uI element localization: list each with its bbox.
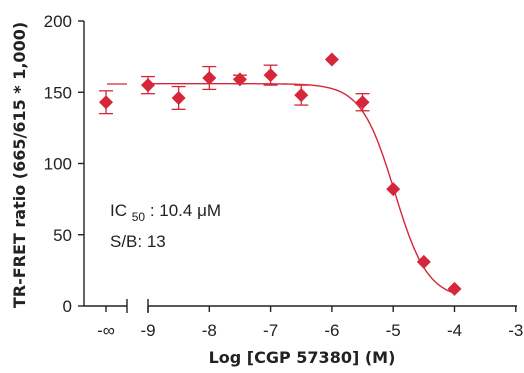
x-tick-label: -5 — [386, 321, 401, 340]
diamond-marker — [232, 72, 247, 87]
diamond-marker — [324, 52, 339, 67]
data-point — [416, 254, 431, 269]
fit-curve-layer — [148, 83, 454, 294]
y-ticks: 0 50 100 150 200 — [44, 12, 84, 316]
ic50-annotation: IC 50 : 10.4 μM — [110, 201, 221, 225]
x-tick-label: -∞ — [97, 321, 115, 340]
x-tick-label: -4 — [447, 321, 462, 340]
data-point — [386, 182, 401, 197]
data-point — [447, 281, 462, 296]
diamond-marker — [202, 71, 217, 85]
x-tick-label: -6 — [324, 321, 339, 340]
data-point — [99, 90, 113, 115]
y-tick-label: 200 — [44, 12, 72, 31]
x-tick-label: -3 — [508, 321, 523, 340]
data-point — [232, 72, 247, 87]
data-point — [202, 65, 217, 91]
y-tick-label: 50 — [53, 226, 72, 245]
y-tick-label: 0 — [63, 297, 72, 316]
points-layer — [99, 52, 462, 296]
x-ticks: -∞ -9 -8 -7 -6 -5 -4 -3 — [97, 306, 523, 340]
y-axis-title: TR-FRET ratio (665/615 * 1,000) — [10, 22, 29, 308]
axes — [83, 21, 517, 313]
ic50-value: : 10.4 μM — [150, 201, 221, 220]
ic50-prefix: IC — [110, 201, 127, 220]
y-tick-label: 150 — [44, 83, 72, 102]
diamond-marker — [355, 95, 370, 110]
data-point — [324, 52, 339, 67]
diamond-marker — [141, 78, 155, 93]
data-point — [355, 93, 370, 112]
x-axis-title: Log [CGP 57380] (M) — [209, 348, 396, 367]
x-tick-label: -7 — [263, 321, 278, 340]
data-point — [171, 85, 186, 110]
x-tick-label: -9 — [140, 321, 155, 340]
y-tick-label: 100 — [44, 155, 72, 174]
diamond-marker — [416, 254, 431, 269]
diamond-marker — [386, 182, 401, 197]
data-point — [263, 64, 278, 86]
diamond-marker — [294, 88, 309, 103]
diamond-marker — [263, 68, 278, 83]
diamond-marker — [171, 90, 186, 105]
fit-curve — [148, 83, 454, 294]
data-point — [141, 75, 155, 95]
diamond-marker — [99, 95, 113, 110]
ic50-subscript: 50 — [132, 210, 146, 224]
x-tick-label: -8 — [202, 321, 217, 340]
data-point — [294, 84, 309, 106]
sb-annotation: S/B: 13 — [110, 232, 166, 251]
diamond-marker — [447, 281, 462, 296]
